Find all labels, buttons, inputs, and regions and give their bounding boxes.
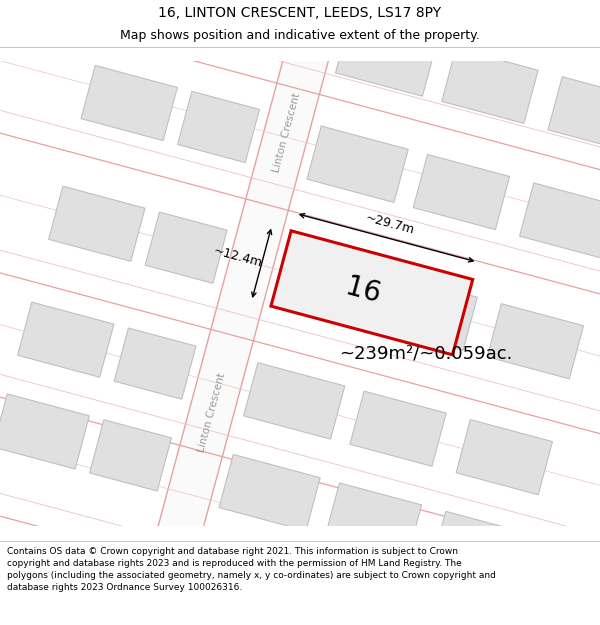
Polygon shape: [145, 212, 227, 283]
Polygon shape: [206, 0, 288, 56]
Text: 16: 16: [342, 272, 383, 309]
Polygon shape: [114, 328, 196, 399]
Polygon shape: [178, 91, 259, 162]
Polygon shape: [81, 66, 178, 141]
Polygon shape: [487, 304, 584, 379]
Polygon shape: [325, 483, 422, 558]
Polygon shape: [350, 391, 446, 466]
Polygon shape: [335, 20, 437, 96]
Polygon shape: [431, 511, 528, 586]
Polygon shape: [109, 0, 206, 34]
Polygon shape: [140, 0, 364, 606]
Text: Map shows position and indicative extent of the property.: Map shows position and indicative extent…: [120, 29, 480, 42]
Text: Linton Crescent: Linton Crescent: [271, 91, 302, 173]
Text: ~29.7m: ~29.7m: [364, 211, 416, 237]
Text: 16, LINTON CRESCENT, LEEDS, LS17 8PY: 16, LINTON CRESCENT, LEEDS, LS17 8PY: [158, 6, 442, 20]
Polygon shape: [244, 362, 345, 439]
Polygon shape: [456, 419, 553, 495]
Polygon shape: [520, 183, 600, 258]
Polygon shape: [219, 454, 320, 531]
Polygon shape: [271, 231, 473, 355]
Polygon shape: [381, 275, 477, 351]
Polygon shape: [49, 186, 145, 261]
Polygon shape: [413, 154, 509, 229]
Text: Contains OS data © Crown copyright and database right 2021. This information is : Contains OS data © Crown copyright and d…: [7, 548, 496, 592]
Text: Linton Crescent: Linton Crescent: [196, 371, 227, 453]
Polygon shape: [307, 126, 408, 202]
Polygon shape: [0, 394, 89, 469]
Polygon shape: [89, 420, 172, 491]
Polygon shape: [442, 48, 538, 123]
Polygon shape: [275, 247, 376, 323]
Text: ~12.4m: ~12.4m: [212, 244, 263, 269]
Text: ~239m²/~0.059ac.: ~239m²/~0.059ac.: [339, 345, 512, 362]
Polygon shape: [548, 77, 600, 152]
Polygon shape: [17, 302, 114, 378]
